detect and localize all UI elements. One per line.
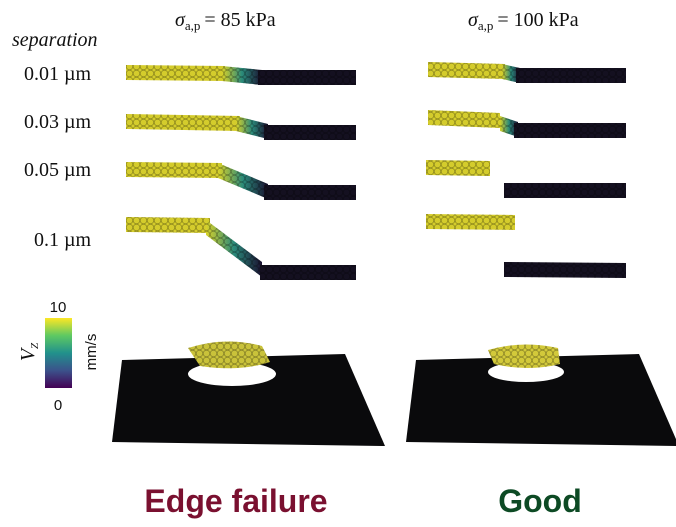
row-header: separation — [12, 29, 98, 51]
row-label: 0.03 µm — [24, 111, 92, 133]
strip-texture — [426, 214, 515, 230]
colorbar — [45, 318, 72, 388]
strip-texture — [258, 70, 356, 85]
strip-texture — [218, 163, 268, 199]
colorbar-min: 0 — [54, 397, 62, 414]
row-label: 0.01 µm — [24, 63, 92, 85]
cluster-texture — [188, 341, 270, 368]
caption: Good — [498, 483, 582, 519]
particle-strips — [126, 62, 626, 280]
strip-texture — [514, 123, 626, 138]
figure: σa,p= 85 kPa σa,p= 100 kPa separation 0.… — [0, 0, 676, 527]
column-header: σa,p= 100 kPa — [468, 9, 579, 33]
colorbar-max: 10 — [50, 299, 67, 316]
column-header: σa,p= 85 kPa — [175, 9, 276, 33]
strip-texture — [126, 114, 240, 131]
row-label: 0.1 µm — [34, 229, 92, 251]
strip-texture — [260, 265, 356, 280]
strip-texture — [264, 125, 356, 140]
strip-texture — [428, 62, 505, 79]
row-label: 0.05 µm — [24, 159, 92, 181]
strip-texture — [206, 220, 262, 277]
colorbar-symbol: VZ — [17, 342, 41, 361]
strip-texture — [126, 217, 210, 233]
view-3d — [406, 344, 676, 446]
strip-texture — [222, 66, 262, 85]
view-3d — [112, 341, 385, 446]
strip-texture — [126, 65, 225, 81]
colorbar-unit: mm/s — [83, 334, 100, 371]
strip-texture — [504, 183, 626, 198]
strip-texture — [428, 110, 500, 128]
strip-texture — [516, 68, 626, 83]
strip-texture — [236, 116, 268, 139]
caption: Edge failure — [144, 483, 327, 519]
cluster-texture — [488, 344, 560, 368]
strip-texture — [504, 262, 626, 278]
strip-texture — [426, 160, 490, 176]
strip-texture — [126, 162, 222, 178]
strip-texture — [264, 185, 356, 200]
